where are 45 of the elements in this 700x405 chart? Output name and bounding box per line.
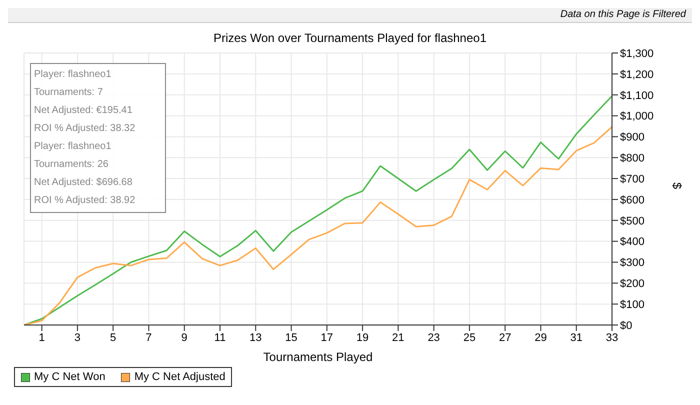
annotation: Net Adjusted: $696.68 [34, 176, 134, 190]
x-tick-label: 23 [428, 332, 440, 344]
y-tick-label: $1,300 [620, 48, 654, 60]
x-tick-label: 9 [181, 332, 188, 344]
y-tick-label: $800 [620, 152, 644, 165]
legend-label: My C Net Won [34, 371, 106, 383]
y-tick-label: $200 [620, 278, 644, 290]
annotation: ROI % Adjusted: 38.32 [34, 122, 136, 136]
y-tick-label: $300 [620, 257, 644, 270]
x-tick-label: 31 [570, 332, 582, 344]
y-tick-label: $600 [620, 194, 644, 206]
y-tick-label: $100 [620, 298, 644, 311]
annotation: Player: flashneo1 [34, 68, 112, 82]
text: Data on this Page is Filtered [8, 8, 692, 23]
x-tick-label: 33 [606, 332, 618, 344]
y-tick-label: $900 [620, 132, 644, 144]
x-tick-label: 27 [498, 332, 512, 344]
annotation: Net Adjusted: €195.41 [34, 104, 134, 118]
x-tick-label: 1 [38, 332, 45, 344]
annotation: ROI % Adjusted: 38.92 [34, 194, 136, 208]
y-tick-label: $1,200 [620, 68, 654, 81]
annotation: Tournaments: 7 [34, 86, 104, 100]
annotation: Tournaments: 26 [34, 158, 110, 172]
y-tick-label: $500 [620, 215, 644, 228]
y-tick-label: $0 [620, 320, 632, 332]
x-tick-label: 25 [463, 332, 476, 344]
chart-title: Prizes Won over Tournaments Played for flashneo1 [212, 31, 488, 47]
x-tick-label: 3 [74, 332, 81, 344]
x-tick-label: 17 [320, 332, 334, 344]
x-tick-label: 11 [214, 332, 226, 344]
y-tick-label: $400 [620, 236, 644, 248]
x-tick-label: 29 [534, 332, 547, 344]
x-tick-label: 19 [356, 332, 369, 344]
annotation: Player: flashneo1 [34, 140, 112, 154]
x-tick-label: 13 [250, 332, 262, 344]
x-axis-title: Tournaments Played [263, 350, 373, 364]
x-tick-label: 7 [146, 332, 152, 344]
x-tick-label: 15 [285, 332, 298, 344]
y-tick-label: $700 [620, 173, 644, 186]
y-tick-label: $1,100 [620, 90, 654, 102]
y-tick-label: $1,000 [620, 110, 654, 123]
x-tick-label: 5 [110, 332, 116, 344]
x-tick-label: 21 [392, 332, 404, 344]
y-axis-title: $ [670, 182, 684, 190]
legend-label: My C Net Adjusted [134, 371, 226, 383]
